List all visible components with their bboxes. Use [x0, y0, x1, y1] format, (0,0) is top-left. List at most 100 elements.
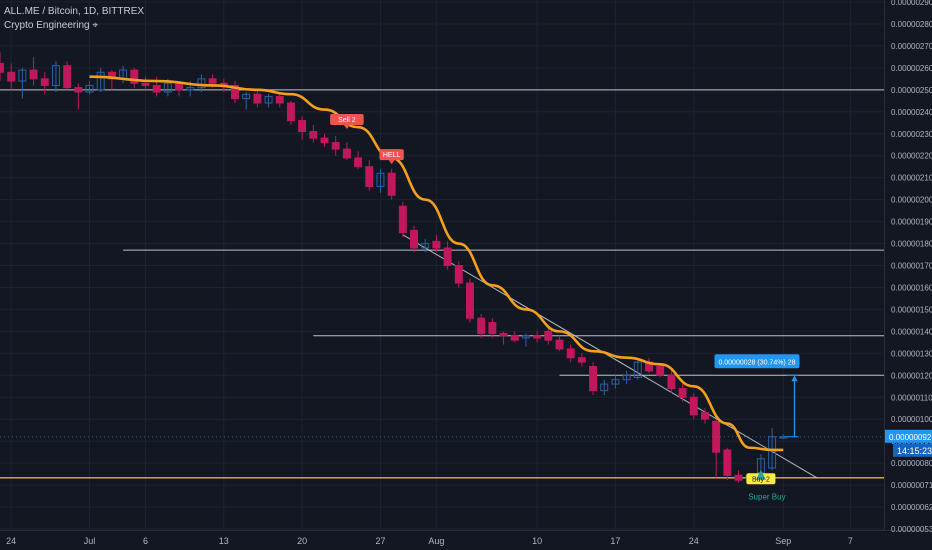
price-tick-label: 0.00000250 [891, 86, 932, 95]
candle-down [734, 470, 743, 483]
time-tick-label: 6 [143, 536, 148, 546]
trendline[interactable] [402, 234, 818, 479]
horizontal-levels[interactable] [0, 89, 884, 479]
candle-body [74, 87, 83, 93]
candle-body [566, 348, 575, 359]
candle-up [242, 92, 251, 110]
candle-up [521, 333, 530, 347]
candle-body [231, 84, 239, 100]
candle-down [309, 124, 318, 143]
candle-down [275, 92, 284, 108]
time-tick-label: Aug [428, 536, 444, 546]
candle-up [421, 239, 430, 253]
candle-body [309, 131, 318, 139]
signal-text: Buy 2 [752, 476, 770, 483]
candle-up [600, 379, 609, 396]
candle-up [51, 61, 60, 93]
symbol-title: ALL.ME / Bitcoin, 1D, BITTREX [4, 6, 145, 17]
candle-down [74, 83, 83, 110]
candle-down [63, 61, 72, 90]
time-tick-label: 20 [297, 536, 307, 546]
candle-down [0, 52, 4, 82]
candle-up [376, 168, 385, 194]
signal-sell: Sell 2 [330, 113, 364, 129]
candle-body [51, 65, 60, 86]
price-tick-label: 0.00000180 [891, 240, 932, 249]
candle-body [40, 78, 49, 86]
price-tick-label: 0.00000290 [891, 0, 932, 7]
candle-body [656, 366, 665, 376]
time-tick-label: 17 [610, 536, 620, 546]
candle-down [331, 135, 340, 156]
candle-body [600, 383, 609, 392]
candle-up [611, 375, 620, 389]
countdown-text: 14:15:23 [897, 446, 932, 456]
candle-down [477, 313, 486, 338]
price-tick-label: 0.00000080 [891, 459, 932, 468]
candle-body [253, 93, 262, 104]
candle-body [152, 84, 161, 93]
candle-up [18, 67, 27, 99]
signal-pointer [343, 124, 350, 129]
candle-down [566, 344, 575, 363]
candle-up [633, 359, 642, 380]
candle-down [466, 278, 474, 323]
signal-labels: Sell 2 HELL Buy 2 Super Buy [330, 113, 786, 501]
candle-body [622, 374, 631, 381]
candle-down [454, 261, 463, 288]
candle-down [555, 335, 564, 352]
candle-down [410, 225, 418, 253]
candle-body [410, 229, 418, 249]
candle-body [488, 322, 497, 335]
candle-down [689, 392, 698, 420]
candle-body [421, 243, 430, 249]
candle-body [365, 166, 374, 187]
candle-down [141, 76, 150, 90]
time-tick-label: 24 [6, 536, 16, 546]
price-tick-label: 0.00000062 [891, 503, 932, 512]
candle-up [779, 434, 788, 439]
candles [0, 52, 788, 483]
candle-body [7, 71, 16, 82]
candle-down [320, 133, 329, 147]
candle-down [7, 63, 16, 90]
candle-body [555, 339, 564, 350]
time-tick-label: 7 [848, 536, 853, 546]
candle-down [231, 81, 239, 104]
candle-body [477, 317, 486, 335]
trendline-layer[interactable] [402, 234, 818, 479]
candle-body [186, 87, 195, 91]
candle-down [700, 408, 709, 424]
time-axis[interactable]: 24 Jul 6 13 20 27 Aug 10 17 24 Sep 7 [6, 536, 853, 546]
signal-text: Sell 2 [338, 117, 356, 124]
candle-down [723, 447, 732, 481]
candle-body [376, 172, 385, 187]
signal-pointer [755, 469, 766, 480]
ma-layer [89, 75, 784, 452]
signal-box [379, 149, 404, 161]
candle-up [96, 67, 105, 93]
candle-body [432, 240, 441, 249]
candle-body [85, 84, 94, 93]
candle-down [577, 353, 586, 367]
measure-label-box [714, 354, 800, 369]
candle-body [264, 95, 273, 104]
candle-body [466, 282, 474, 319]
candle-body [286, 102, 295, 122]
candle-down [354, 151, 363, 169]
candle-down [387, 168, 396, 200]
candle-body [723, 449, 732, 476]
price-tick-label: 0.00000220 [891, 152, 932, 161]
price-axis[interactable]: 0.00000053 0.00000062 0.00000071 0.00000080… [891, 0, 932, 534]
time-tick-label: 24 [689, 536, 699, 546]
signal-sell: HELL [379, 149, 404, 165]
price-tick-label: 0.00000053 [891, 525, 932, 534]
candle-down [398, 201, 407, 237]
candle-down [253, 89, 262, 108]
candle-body [521, 335, 530, 339]
ma-line [89, 75, 784, 452]
candle-body [96, 71, 105, 91]
price-tick-label: 0.00000130 [891, 349, 932, 358]
